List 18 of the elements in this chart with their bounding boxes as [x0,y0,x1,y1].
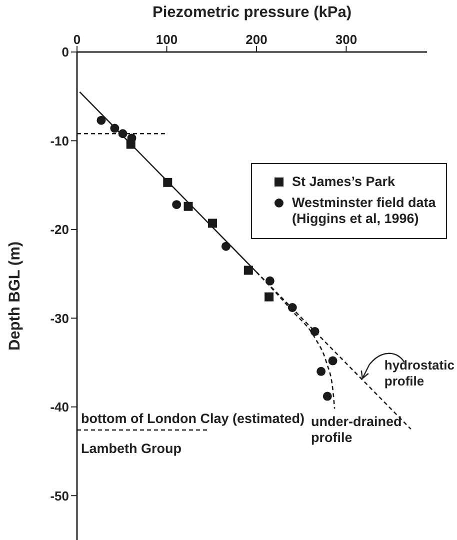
y-tick-label: -50 [50,488,69,504]
y-tick-label: -20 [50,222,69,238]
y-tick-label: 0 [62,44,69,60]
legend-label: Westminster field data (Higgins et al, 1996) [292,195,436,227]
x-tick-label: 100 [156,32,178,47]
y-tick-label: -40 [50,400,69,415]
annotation: under-drained profile [311,414,402,446]
x-tick-label: 300 [335,32,358,47]
x-tick-label: 0 [73,32,81,47]
x-tick-label: 200 [246,32,268,47]
y-tick-label: -30 [50,310,69,326]
y-tick-label: -10 [50,133,69,148]
y-axis-title: Depth BGL (m) [6,241,24,351]
annotation: hydrostatic profile [384,358,454,389]
annotation: Lambeth Group [81,441,182,457]
legend-label: St James’s Park [292,174,396,190]
x-axis-title: Piezometric pressure (kPa) [152,4,352,22]
annotation: bottom of London Clay (estimated) [81,411,304,427]
